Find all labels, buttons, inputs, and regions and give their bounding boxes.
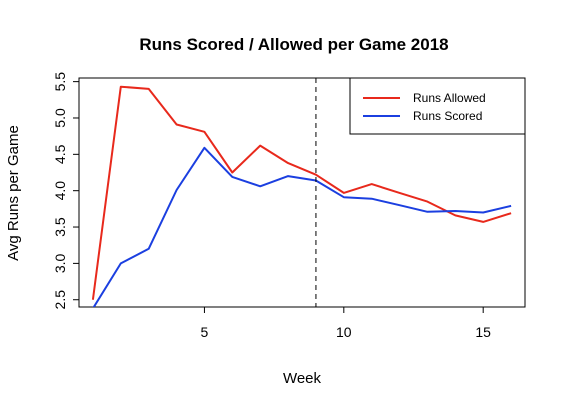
y-axis-label: Avg Runs per Game [5,125,22,261]
y-tick-label-1: 3.0 [52,253,68,273]
legend-label-runs-allowed: Runs Allowed [413,91,486,105]
x-tick-label-5: 5 [201,324,209,340]
y-tick-label-3: 4.0 [52,181,68,201]
legend-label-runs-scored: Runs Scored [413,109,482,123]
x-tick-label-10: 10 [336,324,352,340]
y-tick-label-6: 5.5 [52,72,68,92]
y-tick-label-2: 3.5 [52,217,68,237]
legend: Runs Allowed Runs Scored [349,77,526,135]
series-line-runs-scored [92,146,512,307]
chart-title: Runs Scored / Allowed per Game 2018 [139,35,448,54]
x-axis: 5 10 15 [201,307,491,340]
y-axis: 2.5 3.0 3.5 4.0 4.5 5.0 5.5 [52,72,79,310]
x-axis-label: Week [283,370,322,387]
y-tick-label-0: 2.5 [52,290,68,310]
series-line-runs-allowed [91,85,512,300]
y-tick-label-4: 4.5 [52,144,68,164]
y-tick-label-5: 5.0 [52,108,68,128]
x-tick-label-15: 15 [475,324,491,340]
legend-box [349,77,526,135]
plot-frame [78,77,526,308]
series-group [91,85,512,307]
